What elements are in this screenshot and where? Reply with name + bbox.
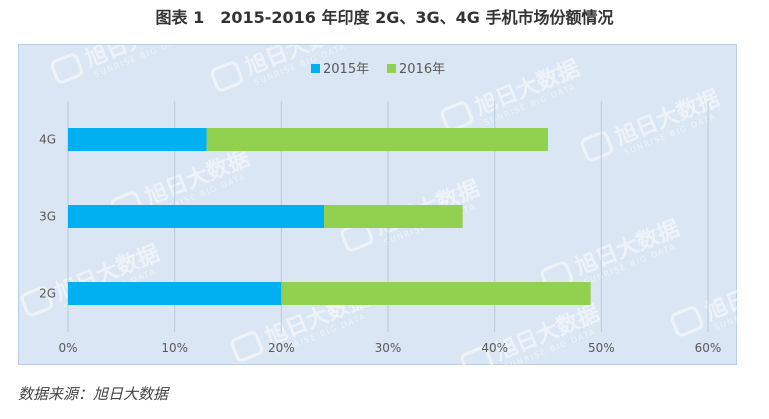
bar-2016年-3G <box>324 205 463 228</box>
x-tick-label: 20% <box>268 341 295 355</box>
y-category-label: 3G <box>39 210 56 224</box>
legend-label: 2016年 <box>399 62 445 77</box>
bar-2015年-3G <box>68 205 324 228</box>
x-tick-label: 40% <box>481 341 508 355</box>
x-tick-label: 30% <box>375 341 402 355</box>
bar-2016年-2G <box>281 282 591 305</box>
watermark-logo-mark <box>230 331 264 362</box>
legend-swatch <box>387 64 396 73</box>
x-tick-label: 60% <box>695 341 722 355</box>
watermark-logo-mark <box>20 286 54 317</box>
x-tick-label: 50% <box>588 341 615 355</box>
x-tick-label: 10% <box>161 341 188 355</box>
y-category-label: 4G <box>39 133 56 147</box>
watermark-logo-mark <box>580 131 614 162</box>
legend-swatch <box>311 64 320 73</box>
legend-label: 2015年 <box>323 62 369 77</box>
x-tick-label: 0% <box>58 341 77 355</box>
bar-2015年-2G <box>68 282 282 305</box>
watermark-logo-mark <box>50 53 84 84</box>
y-category-label: 2G <box>39 287 56 301</box>
chart-title: 图表 1 2015-2016 年印度 2G、3G、4G 手机市场份额情况 <box>155 8 614 27</box>
watermark-logo-mark <box>670 306 704 337</box>
watermark-logo-mark <box>460 346 494 366</box>
watermark-logo-mark <box>210 61 244 92</box>
data-source-note: 数据来源：旭日大数据 <box>18 385 169 403</box>
watermark-logo-mark <box>440 101 474 132</box>
bar-2015年-4G <box>68 128 207 151</box>
bar-2016年-4G <box>206 128 548 151</box>
